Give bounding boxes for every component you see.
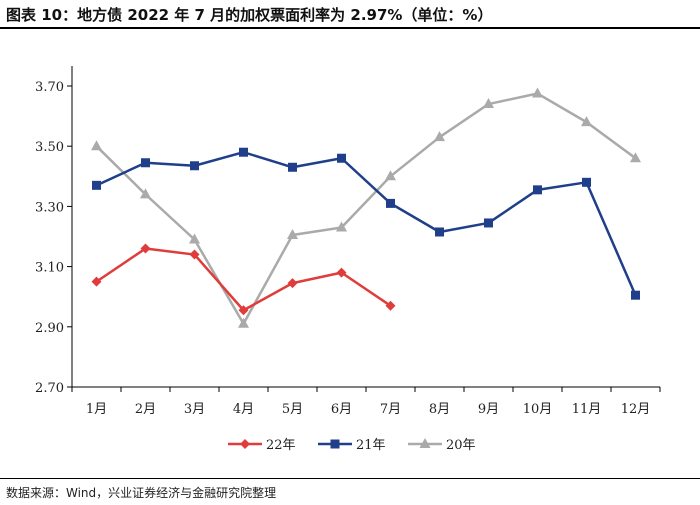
x-tick-label: 11月 [572, 402, 602, 417]
data-point [287, 228, 298, 239]
data-point [483, 98, 494, 109]
legend-item: 22年 [228, 438, 296, 453]
y-tick-label: 2.90 [35, 321, 64, 336]
series-line [95, 150, 637, 296]
data-point [189, 249, 200, 260]
y-tick-label: 3.30 [35, 200, 64, 215]
data-point [385, 170, 396, 181]
legend-swatch-marker [419, 438, 431, 448]
data-point [239, 147, 248, 157]
data-point [581, 116, 592, 127]
footer-rule [0, 478, 700, 479]
chart-axes: 2.70 2.90 3.10 3.30 3.50 3.70 1月 2月 3月 4月 5月 6月 7月 8月… [35, 66, 661, 417]
data-point [484, 218, 493, 228]
data-point [238, 317, 249, 328]
data-point [287, 278, 298, 289]
x-tick-label: 2月 [135, 402, 156, 417]
series-line [95, 92, 637, 326]
data-point [582, 177, 591, 187]
data-point [141, 158, 150, 168]
x-tick-label: 6月 [331, 402, 352, 417]
series-1 [92, 147, 640, 300]
chart-title: 图表 10：地方债 2022 年 7 月的加权票面利率为 2.97%（单位：%） [6, 6, 493, 24]
data-point [434, 131, 445, 142]
legend-label: 22年 [266, 438, 296, 453]
legend-swatch-marker [240, 439, 250, 449]
chart-legend: 22年 21年 20年 [228, 438, 476, 453]
legend-swatch-marker [330, 439, 340, 449]
x-tick-label: 8月 [429, 402, 450, 417]
series-line [95, 247, 392, 312]
title-rule [0, 27, 700, 29]
data-point [238, 305, 249, 316]
legend-item: 20年 [408, 438, 476, 453]
y-tick-label: 3.50 [35, 140, 64, 155]
series-2 [91, 87, 641, 328]
data-point [533, 185, 542, 195]
data-point [386, 198, 395, 208]
x-tick-label: 9月 [478, 402, 499, 417]
y-tick-label: 3.10 [35, 261, 64, 276]
data-point [385, 300, 396, 311]
data-point [91, 276, 102, 287]
data-point [190, 161, 199, 171]
data-point [189, 233, 200, 244]
y-tick-label: 3.70 [35, 80, 64, 95]
x-tick-label: 12月 [621, 402, 651, 417]
data-point [140, 188, 151, 199]
data-point [337, 153, 346, 163]
x-tick-label: 4月 [233, 402, 254, 417]
y-tick-label: 2.70 [35, 381, 64, 396]
data-point [288, 162, 297, 172]
data-point [336, 221, 347, 232]
x-tick-label: 1月 [86, 402, 107, 417]
chart-series [91, 87, 641, 328]
legend-item: 21年 [318, 438, 386, 453]
data-point [336, 267, 347, 278]
data-point [92, 180, 101, 190]
data-point [91, 140, 102, 151]
data-point [435, 227, 444, 237]
x-tick-label: 5月 [282, 402, 303, 417]
series-0 [91, 243, 396, 316]
x-tick-label: 10月 [523, 402, 553, 417]
x-tick-label: 7月 [380, 402, 401, 417]
data-point [630, 152, 641, 163]
source-note: 数据来源：Wind，兴业证券经济与金融研究院整理 [6, 486, 277, 500]
legend-label: 20年 [446, 438, 476, 453]
data-point [140, 243, 151, 254]
legend-label: 21年 [356, 438, 386, 453]
data-point [532, 87, 543, 98]
data-point [631, 290, 640, 300]
x-tick-label: 3月 [184, 402, 205, 417]
line-chart: 2.70 2.90 3.10 3.30 3.50 3.70 1月 2月 3月 4月 5月 6月 7月 8月… [35, 66, 661, 453]
